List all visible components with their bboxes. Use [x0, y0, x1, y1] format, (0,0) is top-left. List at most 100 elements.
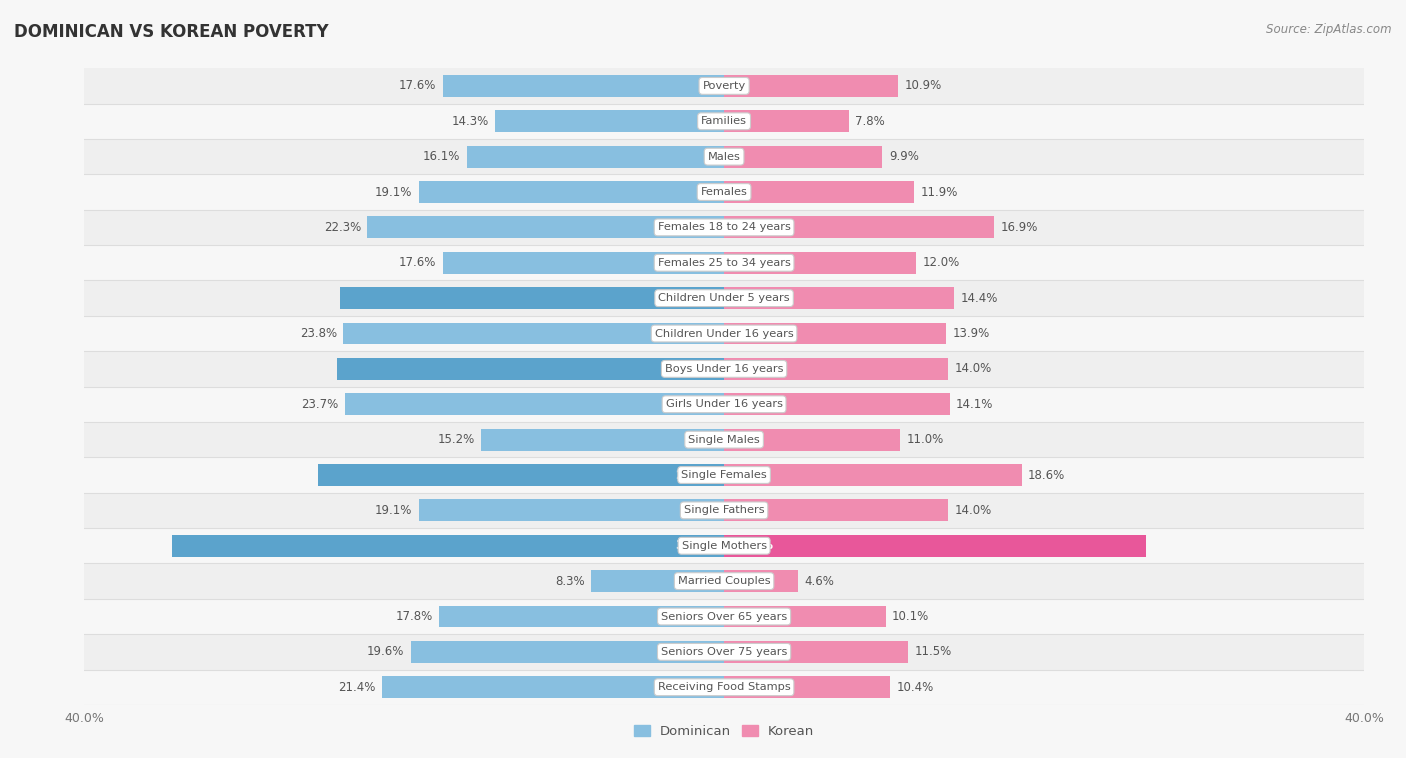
Text: Females: Females [700, 187, 748, 197]
Text: Single Females: Single Females [682, 470, 766, 480]
Text: Single Mothers: Single Mothers [682, 540, 766, 551]
Bar [419, 181, 724, 203]
Bar [84, 599, 1364, 634]
Bar [382, 676, 724, 698]
Bar [344, 393, 724, 415]
Text: 9.9%: 9.9% [889, 150, 918, 163]
Text: 21.4%: 21.4% [337, 681, 375, 694]
Bar [84, 634, 1364, 669]
Bar [318, 464, 724, 486]
Text: DOMINICAN VS KOREAN POVERTY: DOMINICAN VS KOREAN POVERTY [14, 23, 329, 41]
Bar [84, 245, 1364, 280]
Bar [724, 217, 994, 238]
Bar [173, 535, 724, 556]
Text: Seniors Over 65 years: Seniors Over 65 years [661, 612, 787, 622]
Bar [495, 111, 724, 132]
Bar [443, 75, 724, 97]
Bar [724, 464, 1022, 486]
Text: 13.9%: 13.9% [953, 327, 990, 340]
Text: Males: Males [707, 152, 741, 161]
Bar [340, 287, 724, 309]
Bar [84, 669, 1364, 705]
Bar [481, 429, 724, 450]
Text: Children Under 5 years: Children Under 5 years [658, 293, 790, 303]
Bar [84, 351, 1364, 387]
Bar [724, 146, 883, 168]
Bar [84, 387, 1364, 422]
Text: 22.3%: 22.3% [323, 221, 361, 234]
Text: Married Couples: Married Couples [678, 576, 770, 586]
Text: 24.0%: 24.0% [675, 292, 716, 305]
Text: 15.2%: 15.2% [437, 433, 475, 446]
Bar [724, 252, 917, 274]
Bar [84, 316, 1364, 351]
Text: Girls Under 16 years: Girls Under 16 years [665, 399, 783, 409]
Text: Single Males: Single Males [688, 434, 761, 445]
Text: Poverty: Poverty [703, 81, 745, 91]
Bar [724, 676, 890, 698]
Text: 11.9%: 11.9% [921, 186, 957, 199]
Text: Seniors Over 75 years: Seniors Over 75 years [661, 647, 787, 657]
Text: 10.9%: 10.9% [905, 80, 942, 92]
Bar [84, 174, 1364, 210]
Text: Females 18 to 24 years: Females 18 to 24 years [658, 222, 790, 233]
Text: 17.6%: 17.6% [399, 80, 436, 92]
Text: 23.8%: 23.8% [299, 327, 337, 340]
Bar [443, 252, 724, 274]
Text: 8.3%: 8.3% [555, 575, 585, 587]
Text: 10.1%: 10.1% [891, 610, 929, 623]
Bar [724, 287, 955, 309]
Text: Children Under 16 years: Children Under 16 years [655, 328, 793, 339]
Text: Boys Under 16 years: Boys Under 16 years [665, 364, 783, 374]
Text: 25.4%: 25.4% [675, 468, 716, 481]
Text: 19.1%: 19.1% [375, 504, 412, 517]
Bar [724, 570, 797, 592]
Text: 17.8%: 17.8% [395, 610, 433, 623]
Bar [84, 68, 1364, 104]
Text: 26.4%: 26.4% [733, 539, 773, 553]
Bar [337, 358, 724, 380]
Text: 19.1%: 19.1% [375, 186, 412, 199]
Text: 34.5%: 34.5% [675, 539, 716, 553]
Bar [724, 358, 948, 380]
Text: 16.1%: 16.1% [423, 150, 460, 163]
Text: Receiving Food Stamps: Receiving Food Stamps [658, 682, 790, 692]
Bar [724, 606, 886, 628]
Bar [419, 500, 724, 522]
Bar [724, 500, 948, 522]
Bar [343, 323, 724, 344]
Text: 11.0%: 11.0% [907, 433, 943, 446]
Bar [84, 457, 1364, 493]
Bar [411, 641, 724, 662]
Text: Source: ZipAtlas.com: Source: ZipAtlas.com [1267, 23, 1392, 36]
Bar [367, 217, 724, 238]
Bar [724, 323, 946, 344]
Bar [592, 570, 724, 592]
Bar [467, 146, 724, 168]
Text: 14.0%: 14.0% [955, 504, 991, 517]
Text: 4.6%: 4.6% [804, 575, 834, 587]
Bar [724, 75, 898, 97]
Text: 24.2%: 24.2% [675, 362, 716, 375]
Text: Females 25 to 34 years: Females 25 to 34 years [658, 258, 790, 268]
Bar [84, 280, 1364, 316]
Text: 16.9%: 16.9% [1001, 221, 1038, 234]
Text: 19.6%: 19.6% [367, 645, 405, 659]
Text: 11.5%: 11.5% [914, 645, 952, 659]
Bar [84, 422, 1364, 457]
Bar [84, 139, 1364, 174]
Text: 23.7%: 23.7% [301, 398, 339, 411]
Text: Families: Families [702, 116, 747, 127]
Bar [84, 493, 1364, 528]
Text: 14.0%: 14.0% [955, 362, 991, 375]
Bar [84, 210, 1364, 245]
Bar [724, 429, 900, 450]
Legend: Dominican, Korean: Dominican, Korean [628, 719, 820, 743]
Text: Single Fathers: Single Fathers [683, 506, 765, 515]
Text: 14.3%: 14.3% [451, 114, 489, 128]
Bar [724, 393, 949, 415]
Bar [84, 104, 1364, 139]
Bar [84, 528, 1364, 563]
Text: 18.6%: 18.6% [1028, 468, 1066, 481]
Text: 12.0%: 12.0% [922, 256, 960, 269]
